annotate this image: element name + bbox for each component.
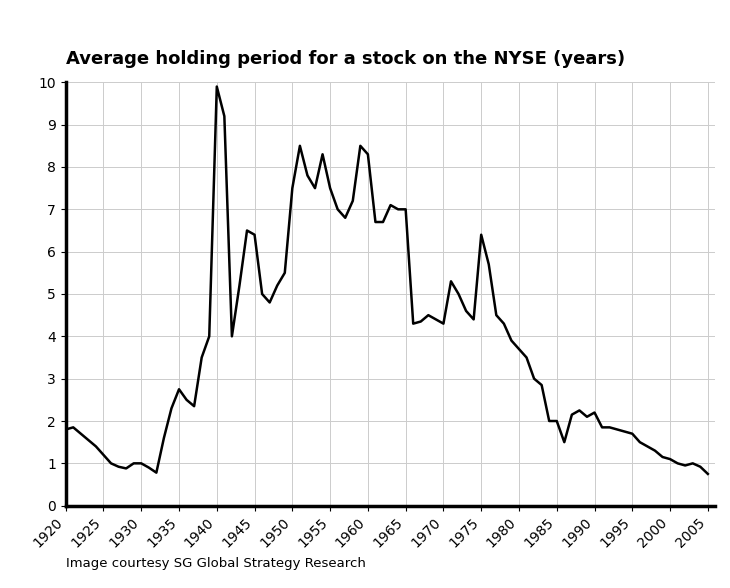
Text: Average holding period for a stock on the NYSE (years): Average holding period for a stock on th… [66,49,625,68]
Text: Image courtesy SG Global Strategy Research: Image courtesy SG Global Strategy Resear… [66,557,366,570]
